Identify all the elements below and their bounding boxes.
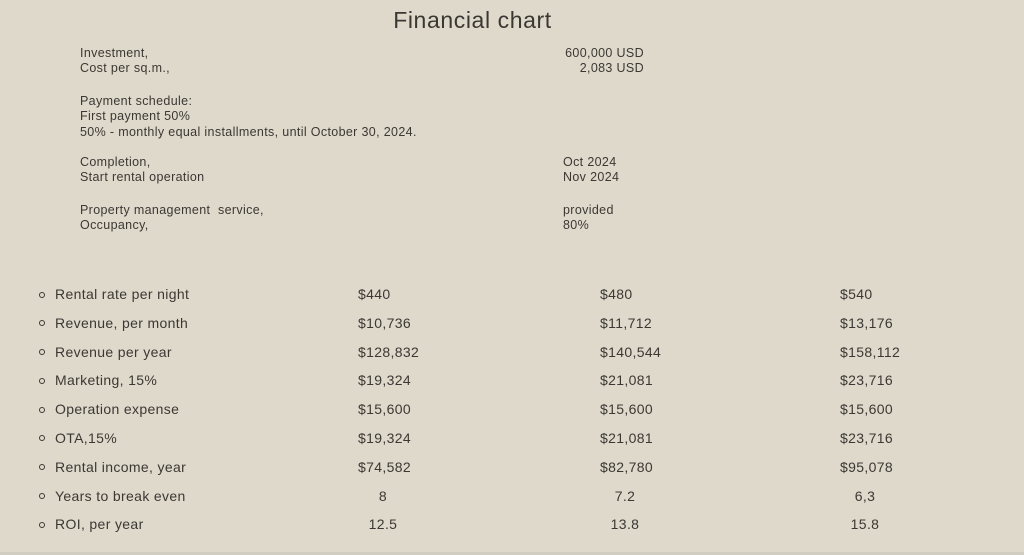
- bullet-icon: [39, 435, 45, 442]
- info-label-installments: 50% - monthly equal installments, until …: [80, 124, 417, 139]
- table-row-ota: OTA,15% $19,324 $21,081 $23,716: [0, 424, 1024, 453]
- info-value-completion: Oct 2024: [563, 155, 617, 169]
- bullet-icon: [39, 320, 45, 327]
- info-row: Property management service, provided: [0, 203, 1024, 218]
- table-row-marketing: Marketing, 15% $19,324 $21,081 $23,716: [0, 366, 1024, 395]
- financial-table: Rental rate per night $440 $480 $540 Rev…: [0, 280, 1024, 539]
- info-label-property-management: Property management service,: [80, 203, 264, 217]
- info-row: 50% - monthly equal installments, until …: [0, 125, 1024, 140]
- info-row: Occupancy, 80%: [0, 218, 1024, 233]
- row-value-1: $74,582: [358, 458, 412, 475]
- row-value-3: 15.8: [850, 516, 880, 533]
- row-value-3: $23,716: [840, 429, 894, 446]
- table-row-rental-rate: Rental rate per night $440 $480 $540: [0, 280, 1024, 309]
- table-row-rental-income: Rental income, year $74,582 $82,780 $95,…: [0, 453, 1024, 482]
- bullet-icon: [39, 406, 45, 413]
- row-value-2: $11,712: [600, 314, 653, 331]
- row-value-1: $128,832: [358, 343, 420, 360]
- row-value-3: 6,3: [854, 487, 876, 504]
- row-label: Rental rate per night: [55, 286, 190, 302]
- row-label: Operation expense: [55, 401, 180, 418]
- info-label-start-rental: Start rental operation: [80, 170, 205, 185]
- info-group-dates: Completion, Oct 2024 Start rental operat…: [0, 155, 1024, 186]
- table-row-revenue-year: Revenue per year $128,832 $140,544 $158,…: [0, 338, 1024, 367]
- row-value-2: 13.8: [610, 516, 640, 533]
- row-value-3: $15,600: [840, 401, 894, 418]
- table-row-operation-expense: Operation expense $15,600 $15,600 $15,60…: [0, 395, 1024, 424]
- bullet-icon: [39, 464, 45, 471]
- info-label-payment-schedule: Payment schedule:: [80, 94, 193, 108]
- row-value-3: $95,078: [840, 458, 894, 475]
- table-row-break-even: Years to break even 8 7.2 6,3: [0, 482, 1024, 511]
- info-label-investment: Investment,: [80, 46, 149, 60]
- row-value-2: $82,780: [600, 458, 654, 475]
- row-value-1: $10,736: [358, 314, 412, 331]
- row-value-1: 8: [378, 487, 388, 504]
- info-row: Completion, Oct 2024: [0, 155, 1024, 170]
- bullet-icon: [39, 377, 45, 384]
- row-label: Rental income, year: [55, 458, 187, 475]
- row-value-2: $480: [600, 286, 633, 302]
- row-label: OTA,15%: [55, 429, 118, 446]
- row-value-2: $21,081: [600, 429, 654, 446]
- info-value-occupancy: 80%: [563, 218, 590, 233]
- row-value-3: $540: [840, 286, 873, 302]
- bullet-icon: [39, 349, 45, 356]
- page-title: Financial chart: [393, 7, 552, 33]
- info-label-occupancy: Occupancy,: [80, 218, 149, 233]
- row-value-1: $19,324: [358, 429, 412, 446]
- bullet-icon: [39, 291, 45, 298]
- row-value-3: $13,176: [840, 314, 894, 331]
- info-group-investment: Investment, 600,000 USD Cost per sq.m., …: [0, 46, 1024, 77]
- row-label: Revenue, per month: [55, 314, 189, 331]
- row-value-1: $440: [358, 286, 391, 302]
- info-group-payment-schedule: Payment schedule: First payment 50% 50% …: [0, 94, 1024, 140]
- info-value-cost-per-sqm: 2,083 USD: [579, 61, 644, 76]
- info-value-investment: 600,000 USD: [565, 46, 644, 60]
- row-label: Revenue per year: [55, 343, 172, 360]
- bullet-icon: [39, 493, 45, 500]
- info-row: Cost per sq.m., 2,083 USD: [0, 61, 1024, 76]
- row-label: Years to break even: [55, 487, 186, 504]
- row-value-3: $23,716: [840, 372, 894, 389]
- row-value-1: $15,600: [358, 401, 412, 418]
- row-value-1: $19,324: [358, 372, 412, 389]
- info-label-first-payment: First payment 50%: [80, 109, 191, 124]
- info-row: First payment 50%: [0, 109, 1024, 124]
- info-row: Payment schedule:: [0, 94, 1024, 109]
- info-label-cost-per-sqm: Cost per sq.m.,: [80, 61, 170, 76]
- info-label-completion: Completion,: [80, 155, 151, 169]
- info-row: Start rental operation Nov 2024: [0, 170, 1024, 185]
- info-group-management: Property management service, provided Oc…: [0, 203, 1024, 234]
- bullet-icon: [39, 521, 45, 528]
- row-value-2: 7.2: [614, 487, 636, 504]
- row-label: ROI, per year: [55, 516, 144, 533]
- row-value-3: $158,112: [840, 343, 901, 360]
- info-value-property-management: provided: [563, 203, 614, 217]
- info-row: Investment, 600,000 USD: [0, 46, 1024, 61]
- info-value-start-rental: Nov 2024: [563, 170, 620, 185]
- row-value-1: 12.5: [368, 516, 398, 533]
- row-value-2: $140,544: [600, 343, 662, 360]
- row-label: Marketing, 15%: [55, 372, 158, 389]
- row-value-2: $15,600: [600, 401, 654, 418]
- table-row-roi: ROI, per year 12.5 13.8 15.8: [0, 510, 1024, 539]
- table-row-revenue-month: Revenue, per month $10,736 $11,712 $13,1…: [0, 309, 1024, 338]
- row-value-2: $21,081: [600, 372, 654, 389]
